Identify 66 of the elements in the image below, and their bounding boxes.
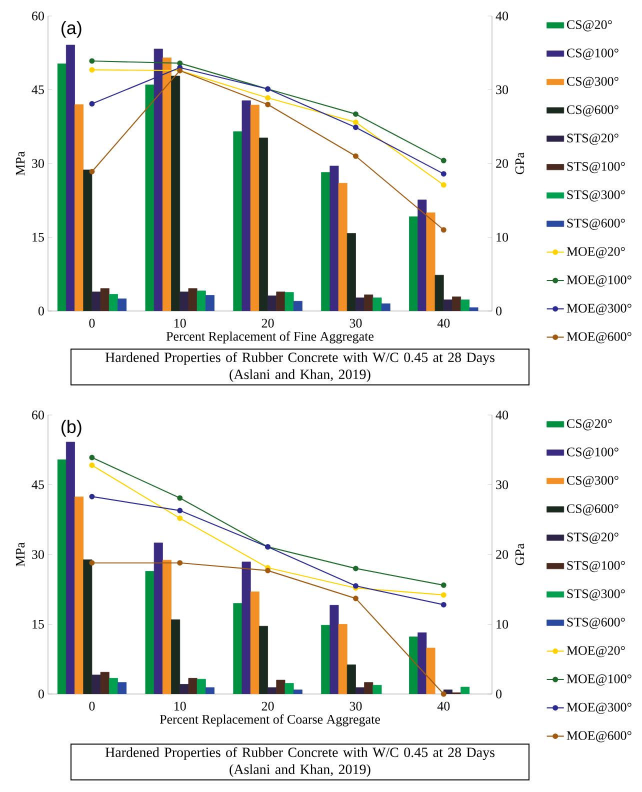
legend-label: MOE@20°: [566, 646, 625, 658]
y2-tick-label: 0: [496, 306, 502, 316]
y2-tick-label: 20: [496, 550, 508, 559]
y-tick-label: 45: [32, 85, 44, 94]
text: Hardened Properties of Rubber Concrete with W/C 0.45 at 28 Days: [105, 352, 494, 365]
y-axis-title: MPa: [16, 151, 25, 176]
legend-label: STS@600°: [567, 618, 625, 629]
y2-tick-label: 30: [496, 85, 508, 94]
x-tick-label: 0: [89, 318, 95, 328]
legend-label: MOE@20°: [566, 247, 625, 258]
x-tick-label: 0: [89, 702, 95, 711]
y-tick-label: 15: [32, 620, 44, 629]
y2-axis-title: GPa: [515, 152, 524, 174]
x-tick-label: 20: [262, 702, 274, 711]
y-tick-label: 60: [32, 12, 44, 20]
annotation: (b): [62, 420, 82, 437]
legend-label: MOE@300°: [566, 702, 632, 714]
legend-label: MOE@600°: [566, 731, 632, 742]
legend-label: MOE@300°: [566, 304, 632, 315]
x-tick-label: 40: [437, 318, 450, 328]
legend-label: STS@100°: [567, 560, 625, 572]
legend-label: STS@300°: [567, 190, 625, 202]
x-tick-label: 10: [174, 318, 186, 328]
text: Hardened Properties of Rubber Concrete with W/C 0.45 at 28 Days: [105, 747, 494, 760]
y2-tick-label: 20: [496, 159, 508, 168]
x-tick-label: 20: [262, 318, 274, 328]
y2-tick-label: 30: [496, 480, 508, 490]
legend-label: MOE@100°: [566, 275, 632, 287]
x-tick-label: 10: [174, 702, 186, 711]
y-tick-label: 45: [32, 480, 44, 490]
x-tick-label: 30: [350, 702, 362, 711]
legend-label: MOE@600°: [566, 332, 632, 344]
y-tick-label: 0: [38, 690, 44, 698]
legend-label: CS@20°: [566, 419, 612, 430]
y2-tick-label: 10: [496, 232, 508, 242]
x-tick-label: 30: [350, 318, 362, 328]
y-tick-label: 30: [32, 550, 44, 559]
y-axis-title: MPa: [16, 542, 25, 566]
y2-axis-title: GPa: [515, 543, 524, 566]
y2-tick-label: 0: [496, 690, 502, 698]
legend-label: CS@600°: [566, 504, 618, 516]
legend-label: CS@100°: [566, 448, 618, 459]
legend-label: STS@20°: [567, 134, 618, 145]
y2-tick-label: 40: [496, 12, 508, 20]
legend-label: CS@300°: [566, 476, 618, 488]
legend-label: CS@20°: [566, 20, 612, 32]
y2-tick-label: 10: [496, 620, 508, 629]
y2-tick-label: 40: [496, 410, 508, 420]
legend-label: STS@600°: [567, 218, 625, 230]
legend-label: STS@300°: [567, 589, 625, 600]
text: (Aslani and Khan, 2019): [230, 369, 370, 382]
x-axis-title: Percent Replacement of Coarse Aggregate: [160, 714, 380, 726]
legend-label: MOE@100°: [566, 674, 632, 686]
legend-label: STS@20°: [567, 532, 618, 544]
legend-label: STS@100°: [567, 162, 625, 174]
y-tick-label: 15: [32, 232, 44, 242]
x-tick-label: 40: [437, 702, 450, 711]
legend-label: CS@600°: [566, 105, 618, 116]
annotation: (a): [62, 21, 82, 38]
y-tick-label: 0: [38, 306, 44, 316]
y-tick-label: 30: [32, 159, 44, 168]
x-axis-title: Percent Replacement of Fine Aggregate: [166, 331, 374, 344]
y-tick-label: 60: [32, 410, 44, 420]
legend-label: CS@300°: [566, 76, 618, 88]
text: (Aslani and Khan, 2019): [230, 764, 370, 777]
legend-label: CS@100°: [566, 48, 618, 60]
